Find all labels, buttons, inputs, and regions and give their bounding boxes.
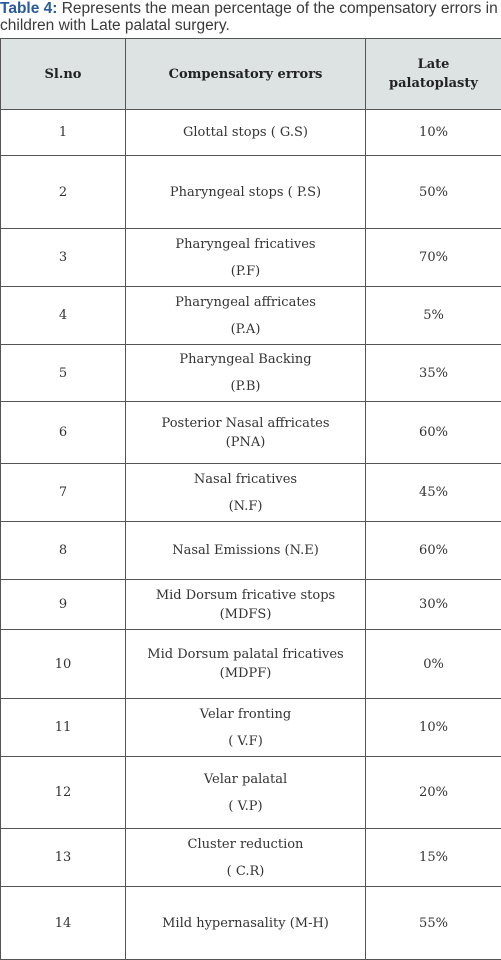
header-cell: Compensatory errors [126,39,366,110]
cell-line: ( V.F) [130,728,361,755]
error-cell: Velar fronting( V.F) [126,699,366,757]
sl-cell: 9 [1,580,126,630]
value-cell: 10% [366,699,501,757]
error-cell: Cluster reduction( C.R) [126,829,366,887]
header-cell: Sl.no [1,39,126,110]
sl-cell: 11 [1,699,126,757]
cell-line: Pharyngeal stops ( P.S) [130,179,361,206]
cell-line: Pharyngeal Backing [130,346,361,373]
sl-cell: 4 [1,287,126,345]
error-cell: Pharyngeal Backing(P.B) [126,345,366,402]
cell-line: (MDFS) [130,605,361,624]
sl-cell: 7 [1,464,126,522]
value-cell: 60% [366,402,501,464]
sl-cell: 5 [1,345,126,402]
caption-text: Represents the mean percentage of the co… [0,0,498,34]
value-cell: 70% [366,229,501,287]
sl-cell: 1 [1,110,126,156]
cell-line: Velar fronting [130,701,361,728]
cell-line: Mid Dorsum palatal fricatives [130,645,361,664]
value-cell: 45% [366,464,501,522]
cell-line: Pharyngeal fricatives [130,231,361,258]
cell-line: (PNA) [130,433,361,452]
cell-line: ( C.R) [130,858,361,885]
cell-line: Mild hypernasality (M-H) [130,910,361,937]
value-cell: 50% [366,156,501,229]
error-cell: Nasal Emissions (N.E) [126,522,366,580]
value-cell: 5% [366,287,501,345]
value-cell: 10% [366,110,501,156]
cell-line: Velar palatal [130,766,361,793]
error-cell: Glottal stops ( G.S) [126,110,366,156]
cell-line: Late [370,55,497,74]
value-cell: 15% [366,829,501,887]
value-cell: 35% [366,345,501,402]
sl-cell: 12 [1,757,126,829]
value-cell: 60% [366,522,501,580]
error-cell: Posterior Nasal affricates(PNA) [126,402,366,464]
cell-line: Pharyngeal affricates [130,289,361,316]
error-cell: Velar palatal( V.P) [126,757,366,829]
error-cell: Pharyngeal affricates(P.A) [126,287,366,345]
sl-cell: 2 [1,156,126,229]
sl-cell: 13 [1,829,126,887]
value-cell: 30% [366,580,501,630]
cell-line: Posterior Nasal affricates [130,414,361,433]
sl-cell: 6 [1,402,126,464]
value-cell: 55% [366,887,501,960]
cell-line: Glottal stops ( G.S) [130,119,361,146]
cell-line: ( V.P) [130,793,361,820]
sl-cell: 14 [1,887,126,960]
cell-line: Nasal fricatives [130,466,361,493]
cell-line: Mid Dorsum fricative stops [130,586,361,605]
value-cell: 20% [366,757,501,829]
error-cell: Mild hypernasality (M-H) [126,887,366,960]
sl-cell: 10 [1,630,126,699]
cell-line: Cluster reduction [130,831,361,858]
cell-line: (N.F) [130,493,361,520]
caption-label: Table 4: [0,0,57,17]
error-cell: Pharyngeal fricatives(P.F) [126,229,366,287]
error-cell: Pharyngeal stops ( P.S) [126,156,366,229]
cell-line: Nasal Emissions (N.E) [130,537,361,564]
cell-line: (P.B) [130,373,361,400]
value-cell: 0% [366,630,501,699]
cell-line: (P.F) [130,258,361,285]
cell-line: palatoplasty [370,74,497,93]
error-cell: Mid Dorsum fricative stops(MDFS) [126,580,366,630]
sl-cell: 8 [1,522,126,580]
cell-line: (MDPF) [130,664,361,683]
error-cell: Nasal fricatives(N.F) [126,464,366,522]
error-cell: Mid Dorsum palatal fricatives(MDPF) [126,630,366,699]
sl-cell: 3 [1,229,126,287]
cell-line: (P.A) [130,316,361,343]
table-caption: Table 4: Represents the mean percentage … [0,0,501,38]
